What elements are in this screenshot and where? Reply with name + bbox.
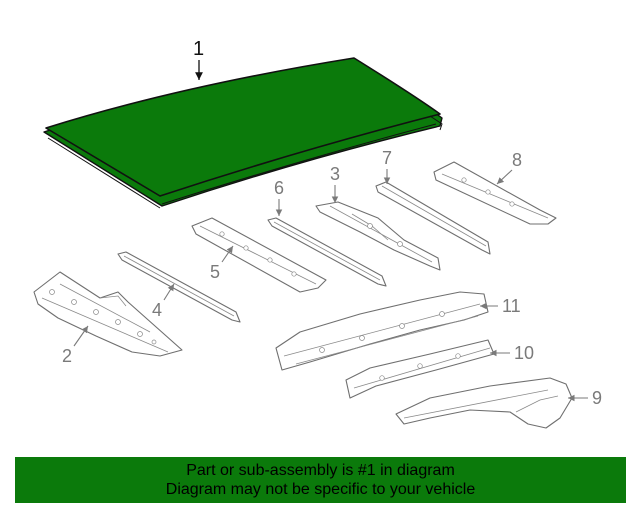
svg-text:1: 1 <box>193 38 204 60</box>
svg-text:10: 10 <box>514 343 534 363</box>
svg-text:9: 9 <box>592 388 602 408</box>
part-11-inner-side-rail[interactable] <box>275 291 489 371</box>
roof-panel-surface <box>45 57 441 197</box>
roof-panel-rear-lip <box>429 115 443 131</box>
part-9-outer-side-rail[interactable] <box>395 377 573 429</box>
part-2-front-header[interactable] <box>33 271 183 357</box>
svg-text:3: 3 <box>330 164 340 184</box>
part-10-rail-reinforcement[interactable] <box>345 339 495 399</box>
callout-3: 3 <box>330 164 340 203</box>
callout-4: 4 <box>152 283 175 320</box>
svg-text:8: 8 <box>512 150 522 170</box>
svg-text:7: 7 <box>382 148 392 168</box>
info-banner: Part or sub-assembly is #1 in diagram Di… <box>15 457 626 503</box>
svg-text:2: 2 <box>62 346 72 366</box>
svg-text:11: 11 <box>502 296 521 316</box>
callout-11: 11 <box>480 296 521 316</box>
callout-7: 7 <box>382 148 392 184</box>
part-6-roof-bow[interactable] <box>267 217 387 287</box>
part-5-roof-reinforcement[interactable] <box>191 217 327 293</box>
callout-8: 8 <box>496 150 522 185</box>
part-3-center-bow[interactable] <box>315 201 441 271</box>
banner-line-2: Diagram may not be specific to your vehi… <box>165 481 476 498</box>
svg-text:6: 6 <box>274 178 284 198</box>
callout-9: 9 <box>568 388 602 408</box>
callout-10: 10 <box>490 343 534 363</box>
svg-text:4: 4 <box>152 300 162 320</box>
roof-panel-front-flange <box>47 137 161 209</box>
callout-2: 2 <box>62 325 89 366</box>
part-1-roof-panel[interactable] <box>43 57 443 209</box>
callout-1: 1 <box>193 38 204 80</box>
part-8-rear-header[interactable] <box>433 161 557 225</box>
callout-6: 6 <box>274 178 284 216</box>
banner-line-1: Part or sub-assembly is #1 in diagram <box>186 462 455 479</box>
part-4-roof-bow[interactable] <box>117 251 241 323</box>
roof-panel-side-flange <box>161 123 437 205</box>
svg-text:5: 5 <box>210 262 220 282</box>
callout-5: 5 <box>210 245 234 282</box>
